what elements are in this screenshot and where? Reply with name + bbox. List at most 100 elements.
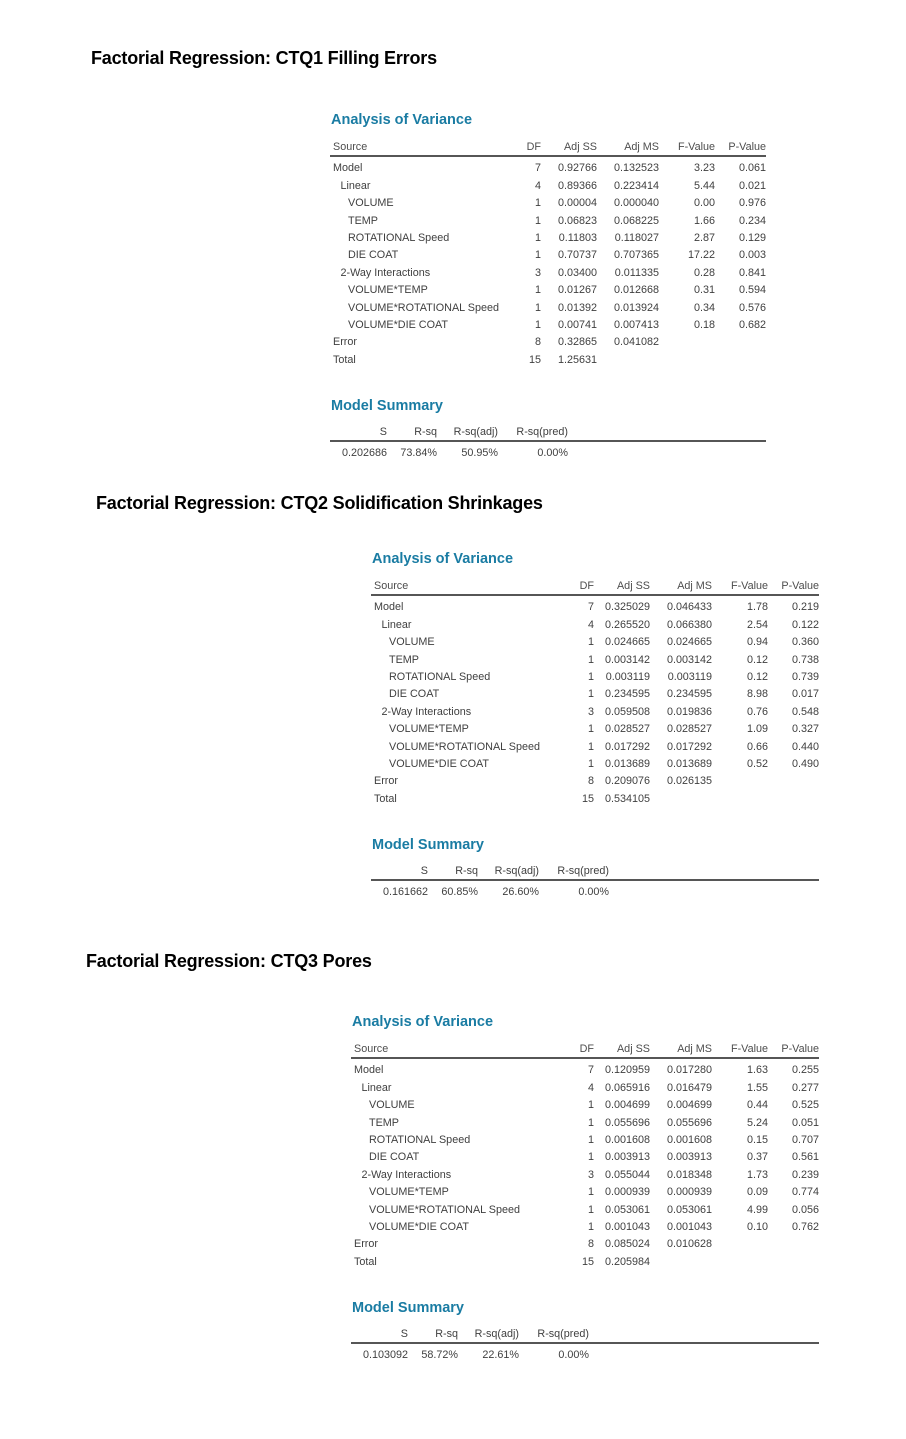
anova-p-value-cell: 0.774 — [791, 1186, 819, 1199]
summary-value-s: 0.161662 — [382, 886, 428, 899]
anova-df-cell: 1 — [587, 688, 594, 701]
anova-row: TEMP 1 0.06823 0.068225 1.66 0.234 — [330, 211, 766, 228]
anova-column-header-f-value: F-Value — [730, 580, 768, 592]
anova-row: VOLUME*ROTATIONAL Speed 1 0.017292 0.017… — [371, 737, 819, 754]
anova-row: DIE COAT 1 0.003913 0.003913 0.37 0.561 — [351, 1148, 819, 1165]
anova-adj-ms-cell: 0.010628 — [666, 1238, 712, 1251]
anova-f-value-cell: 0.34 — [693, 301, 715, 314]
anova-row: ROTATIONAL Speed 1 0.003119 0.003119 0.1… — [371, 668, 819, 685]
summary-column-header-rsq-pred: R-sq(pred) — [516, 425, 568, 438]
anova-df-cell: 1 — [587, 1099, 594, 1112]
anova-p-value-cell: 0.841 — [738, 266, 766, 279]
anova-p-value-cell: 0.360 — [791, 636, 819, 649]
anova-adj-ss-cell: 0.053061 — [604, 1203, 650, 1216]
anova-adj-ss-cell: 0.32865 — [557, 336, 597, 349]
anova-adj-ss-cell: 0.003119 — [605, 670, 650, 683]
anova-adj-ss-cell: 0.03400 — [557, 266, 597, 279]
anova-df-cell: 7 — [587, 601, 594, 614]
anova-adj-ss-cell: 0.017292 — [604, 740, 650, 753]
summary-column-header-s: S — [420, 864, 428, 877]
anova-source-cell: Linear — [381, 618, 412, 631]
anova-row: ROTATIONAL Speed 1 0.001608 0.001608 0.1… — [351, 1131, 819, 1148]
anova-p-value-cell: 0.122 — [791, 618, 819, 631]
anova-header-row: Source DF Adj SS Adj MS F-Value P-Value — [371, 576, 819, 596]
anova-source-cell: Total — [354, 1255, 377, 1268]
anova-adj-ss-cell: 0.059508 — [604, 705, 650, 718]
anova-source-cell: Model — [374, 601, 404, 614]
summary-value-rsq-adj: 50.95% — [461, 447, 498, 460]
anova-df-cell: 1 — [534, 197, 541, 210]
anova-adj-ss-cell: 0.003142 — [604, 653, 650, 666]
anova-f-value-cell: 0.66 — [746, 740, 768, 753]
anova-p-value-cell: 0.056 — [791, 1203, 819, 1216]
anova-adj-ss-cell: 0.205984 — [604, 1255, 650, 1268]
anova-p-value-cell: 0.561 — [791, 1151, 819, 1164]
anova-df-cell: 1 — [587, 636, 594, 649]
anova-header-row: Source DF Adj SS Adj MS F-Value P-Value — [351, 1039, 819, 1059]
anova-adj-ms-cell: 0.003119 — [667, 670, 712, 683]
anova-df-cell: 1 — [534, 301, 541, 314]
anova-row: VOLUME*DIE COAT 1 0.00741 0.007413 0.18 … — [330, 316, 766, 333]
anova-f-value-cell: 0.76 — [746, 705, 768, 718]
anova-adj-ms-cell: 0.041082 — [613, 336, 659, 349]
summary-column-header-rsq: R-sq — [435, 1327, 458, 1340]
anova-column-header-p-value: P-Value — [781, 580, 819, 592]
anova-source-cell: Error — [333, 336, 357, 349]
anova-f-value-cell: 0.00 — [693, 197, 715, 210]
anova-df-cell: 4 — [587, 1081, 594, 1094]
section-title: Factorial Regression: CTQ2 Solidificatio… — [96, 493, 543, 513]
anova-column-header-f-value: F-Value — [730, 1043, 768, 1055]
anova-f-value-cell: 1.78 — [746, 601, 768, 614]
anova-adj-ss-cell: 0.00741 — [557, 318, 597, 331]
anova-row: VOLUME*ROTATIONAL Speed 1 0.053061 0.053… — [351, 1200, 819, 1217]
anova-adj-ms-cell: 0.001608 — [666, 1133, 712, 1146]
anova-header-row: Source DF Adj SS Adj MS F-Value P-Value — [330, 137, 766, 157]
anova-adj-ss-cell: 0.004699 — [604, 1099, 650, 1112]
section-title: Factorial Regression: CTQ1 Filling Error… — [91, 48, 437, 68]
anova-source-cell: VOLUME — [389, 636, 435, 649]
anova-source-cell: VOLUME — [348, 197, 394, 210]
output-block: Analysis of Variance Source DF Adj SS Ad… — [371, 551, 819, 900]
anova-f-value-cell: 0.94 — [746, 636, 768, 649]
anova-f-value-cell: 3.23 — [693, 162, 715, 175]
anova-source-cell: Model — [354, 1064, 384, 1077]
anova-row: VOLUME 1 0.024665 0.024665 0.94 0.360 — [371, 633, 819, 650]
anova-df-cell: 3 — [587, 705, 594, 718]
anova-p-value-cell: 0.017 — [791, 688, 819, 701]
summary-value-s: 0.202686 — [341, 447, 387, 460]
anova-p-value-cell: 0.327 — [791, 723, 819, 736]
anova-adj-ss-cell: 0.028527 — [604, 723, 650, 736]
summary-value-row: 0.161662 60.85% 26.60% 0.00% — [371, 883, 819, 900]
anova-p-value-cell: 0.003 — [738, 249, 766, 262]
anova-row: TEMP 1 0.003142 0.003142 0.12 0.738 — [371, 650, 819, 667]
anova-column-header-adj-ss: Adj SS — [563, 141, 597, 153]
analysis-of-variance-heading: Analysis of Variance — [372, 551, 514, 567]
anova-df-cell: 1 — [587, 723, 594, 736]
anova-df-cell: 1 — [534, 318, 541, 331]
anova-source-cell: VOLUME*DIE COAT — [389, 757, 489, 770]
anova-df-cell: 8 — [587, 775, 594, 788]
anova-row: Model 7 0.325029 0.046433 1.78 0.219 — [371, 598, 819, 615]
output-block: Analysis of Variance Source DF Adj SS Ad… — [351, 1014, 819, 1363]
anova-source-cell: 2-Way Interactions — [340, 266, 431, 279]
summary-column-header-s: S — [400, 1327, 408, 1340]
anova-adj-ss-cell: 0.013689 — [604, 757, 650, 770]
anova-p-value-cell: 0.277 — [791, 1081, 819, 1094]
anova-df-cell: 15 — [581, 1255, 594, 1268]
anova-row: VOLUME*ROTATIONAL Speed 1 0.01392 0.0139… — [330, 298, 766, 315]
anova-source-cell: Total — [333, 353, 356, 366]
summary-header-row: S R-sq R-sq(adj) R-sq(pred) — [330, 423, 766, 442]
anova-adj-ms-cell: 0.028527 — [666, 723, 712, 736]
anova-source-cell: VOLUME*ROTATIONAL Speed — [389, 740, 541, 753]
anova-adj-ms-cell: 0.000939 — [666, 1186, 712, 1199]
anova-p-value-cell: 0.051 — [791, 1116, 819, 1129]
anova-df-cell: 4 — [587, 618, 594, 631]
anova-f-value-cell: 0.10 — [746, 1220, 768, 1233]
anova-adj-ms-cell: 0.003142 — [666, 653, 712, 666]
anova-adj-ms-cell: 0.066380 — [666, 618, 712, 631]
anova-source-cell: VOLUME*TEMP — [348, 284, 428, 297]
anova-f-value-cell: 4.99 — [746, 1203, 768, 1216]
anova-column-header-adj-ss: Adj SS — [616, 1043, 650, 1055]
anova-f-value-cell: 0.28 — [693, 266, 715, 279]
summary-value-rsq-adj: 22.61% — [482, 1349, 519, 1362]
